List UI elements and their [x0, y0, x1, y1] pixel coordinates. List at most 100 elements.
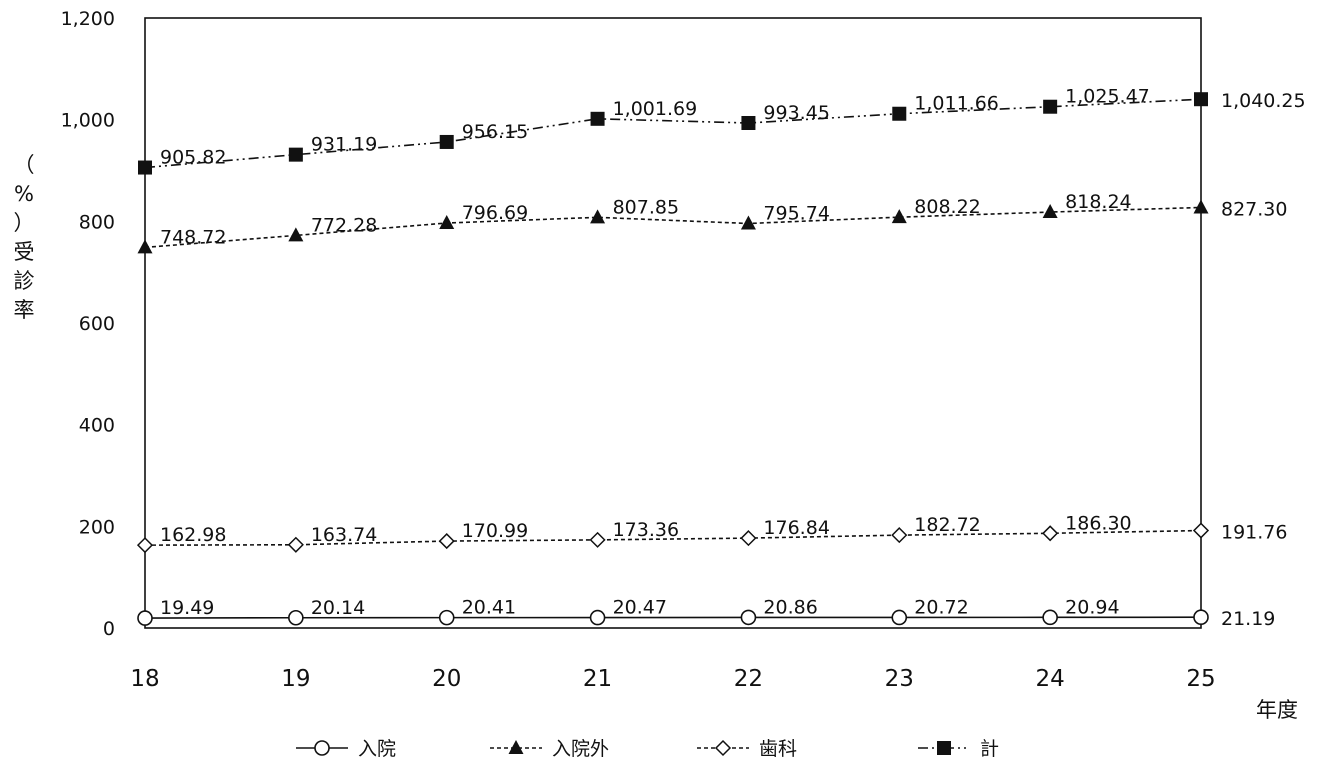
- data-point: [287, 536, 304, 553]
- legend: 入院 入院外 歯科 計: [296, 738, 999, 760]
- data-label: 1,001.69: [613, 98, 698, 120]
- legend-marker: [714, 739, 732, 757]
- data-label: 748.72: [160, 226, 226, 248]
- y-tick-label: 800: [79, 211, 115, 233]
- y-tick-label: 200: [79, 516, 115, 538]
- y-tick-label: 600: [79, 313, 115, 335]
- data-label: 20.47: [613, 597, 667, 619]
- data-label: 931.19: [311, 134, 377, 156]
- data-label: 21.19: [1221, 608, 1275, 630]
- data-point: [590, 209, 606, 224]
- data-point: [1193, 609, 1209, 626]
- series-line: [144, 206, 1202, 249]
- data-label: 808.22: [914, 196, 980, 218]
- data-point: [590, 111, 605, 126]
- series-line: [144, 616, 1202, 619]
- data-label: 1,011.66: [914, 93, 999, 115]
- plot-frame: [144, 17, 1202, 629]
- x-tick-label: 24: [1036, 666, 1065, 692]
- y-axis-title: （%）受診率: [14, 153, 35, 322]
- data-label: 163.74: [311, 524, 377, 546]
- data-point: [891, 209, 907, 224]
- data-point: [288, 609, 304, 626]
- data-label: 905.82: [160, 147, 226, 169]
- data-label: 176.84: [763, 517, 829, 539]
- data-label: 993.45: [763, 102, 829, 124]
- data-label: 182.72: [914, 514, 980, 536]
- data-point: [740, 215, 756, 230]
- x-tick-label: 19: [281, 666, 310, 692]
- data-point: [1042, 525, 1059, 542]
- data-label: 807.85: [613, 196, 679, 218]
- x-tick-label: 20: [432, 666, 461, 692]
- y-tick-label: 0: [103, 618, 115, 640]
- data-point: [589, 531, 606, 548]
- data-label: 795.74: [763, 202, 829, 224]
- data-point: [892, 106, 907, 121]
- data-label: 170.99: [462, 520, 528, 542]
- data-point: [438, 533, 455, 550]
- x-tick-label: 18: [130, 666, 159, 692]
- x-axis: 18 19 20 21 22 23 24 25: [130, 666, 1215, 692]
- data-point: [891, 609, 908, 626]
- data-label: 162.98: [160, 524, 226, 546]
- data-point: [1042, 609, 1058, 626]
- data-label: 20.41: [462, 597, 516, 619]
- data-point: [1194, 92, 1208, 107]
- data-label: 20.86: [763, 596, 817, 618]
- data-label: 19.49: [160, 597, 214, 619]
- legend-label: 歯科: [759, 738, 797, 760]
- data-point: [740, 530, 757, 547]
- data-point: [741, 115, 756, 130]
- y-tick-label: 400: [79, 415, 115, 437]
- data-point: [288, 147, 303, 162]
- data-point: [138, 160, 152, 175]
- data-point: [439, 215, 455, 230]
- data-label: 186.30: [1065, 512, 1131, 534]
- data-point: [589, 609, 606, 626]
- series-layer: [136, 92, 1210, 626]
- x-axis-title: 年度: [1256, 698, 1298, 722]
- x-tick-label: 22: [734, 666, 763, 692]
- legend-label: 入院: [358, 738, 396, 760]
- data-point: [137, 610, 153, 626]
- series-line: [144, 98, 1202, 169]
- data-label: 827.30: [1221, 198, 1287, 220]
- legend-item-0: 入院: [296, 738, 396, 760]
- series-3: [138, 92, 1208, 175]
- legend-label: 入院外: [552, 738, 609, 760]
- legend-item-2: 歯科: [697, 738, 797, 760]
- data-label: 20.72: [914, 596, 968, 618]
- data-label: 173.36: [613, 519, 679, 541]
- data-point: [740, 609, 757, 626]
- data-point: [1043, 99, 1058, 114]
- data-label: 20.94: [1065, 596, 1119, 618]
- series-2: [136, 522, 1210, 554]
- y-tick-label: 1,000: [61, 110, 115, 132]
- series-0: [137, 609, 1209, 626]
- data-label: 191.76: [1221, 522, 1287, 544]
- data-point: [891, 527, 908, 544]
- legend-item-1: 入院外: [490, 738, 609, 760]
- data-point: [1042, 204, 1058, 219]
- x-tick-label: 25: [1186, 666, 1215, 692]
- data-labels: 19.49 20.14 20.41 20.47 20.86 20.72 20.94 21.19…: [160, 86, 1306, 631]
- y-tick-label: 1,200: [61, 8, 115, 30]
- legend-marker: [314, 740, 330, 756]
- legend-marker: [937, 741, 951, 755]
- data-label: 1,025.47: [1065, 86, 1150, 108]
- y-axis: 0 200 400 600 800 1,000 1,200: [61, 8, 115, 640]
- data-label: 956.15: [462, 121, 528, 143]
- data-label: 818.24: [1065, 191, 1131, 213]
- data-point: [439, 134, 454, 149]
- series-1: [137, 199, 1209, 254]
- data-point: [1193, 199, 1209, 214]
- x-tick-label: 23: [885, 666, 914, 692]
- data-point: [136, 537, 154, 554]
- data-point: [288, 227, 304, 242]
- data-label: 796.69: [462, 202, 528, 224]
- data-point: [137, 239, 153, 254]
- data-point: [438, 609, 455, 626]
- legend-marker: [508, 740, 524, 754]
